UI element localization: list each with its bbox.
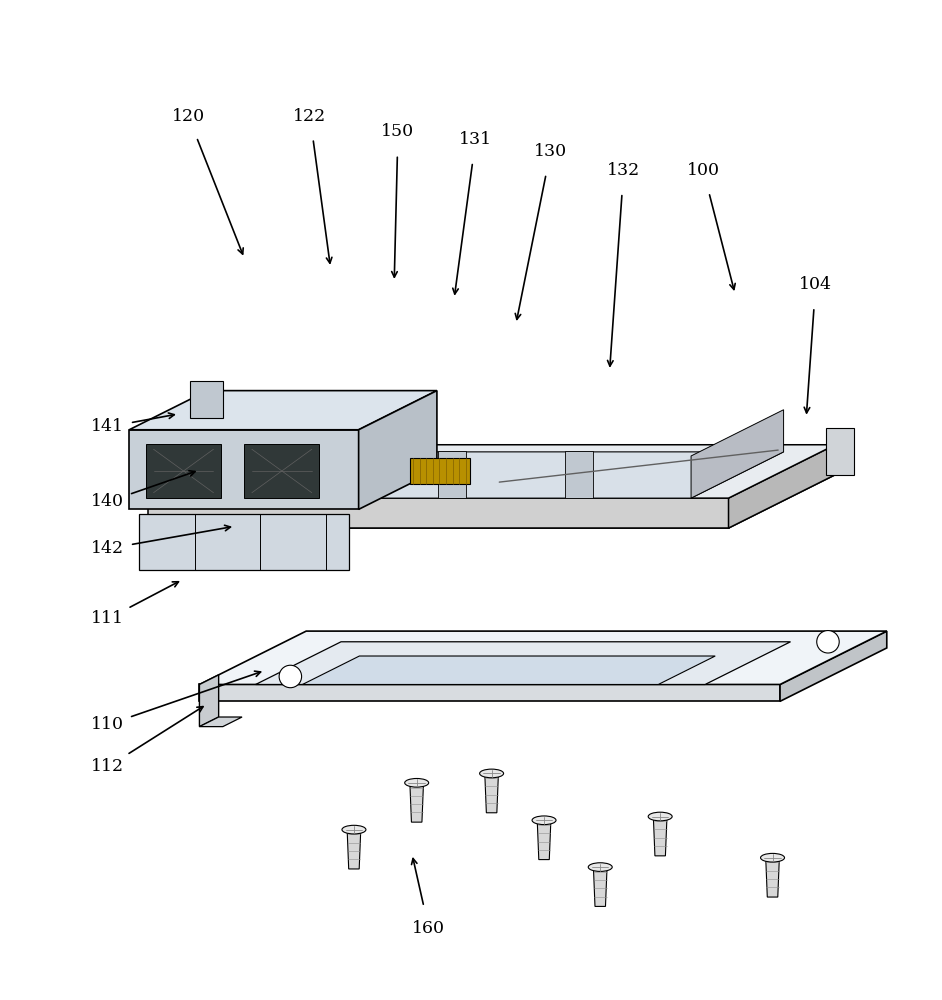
Ellipse shape [342, 825, 365, 834]
Text: 160: 160 [413, 920, 446, 937]
Text: 130: 130 [534, 143, 567, 160]
Polygon shape [200, 675, 219, 727]
Polygon shape [438, 451, 466, 498]
Polygon shape [146, 444, 221, 498]
Polygon shape [244, 444, 319, 498]
Polygon shape [186, 410, 278, 498]
Polygon shape [186, 452, 784, 498]
Polygon shape [200, 631, 886, 684]
Polygon shape [537, 822, 551, 860]
Text: 132: 132 [607, 162, 641, 179]
Circle shape [817, 631, 839, 653]
Polygon shape [302, 656, 715, 684]
Polygon shape [129, 391, 437, 430]
Text: 131: 131 [459, 131, 493, 148]
Text: 100: 100 [687, 162, 720, 179]
Text: 140: 140 [91, 493, 124, 510]
Polygon shape [129, 430, 359, 509]
Polygon shape [826, 428, 854, 475]
Ellipse shape [532, 816, 556, 825]
Polygon shape [255, 642, 790, 684]
Text: 141: 141 [91, 418, 124, 435]
Text: 104: 104 [799, 276, 832, 293]
Ellipse shape [588, 863, 612, 871]
Polygon shape [359, 391, 437, 509]
Text: 122: 122 [293, 108, 327, 125]
Polygon shape [138, 514, 349, 570]
Text: 120: 120 [171, 108, 204, 125]
Text: 111: 111 [91, 610, 124, 627]
Text: 112: 112 [91, 758, 124, 775]
Text: 150: 150 [382, 123, 414, 140]
Polygon shape [200, 684, 780, 701]
Polygon shape [728, 445, 836, 528]
Polygon shape [780, 631, 886, 701]
Text: 110: 110 [91, 716, 124, 733]
Polygon shape [312, 451, 340, 498]
Polygon shape [410, 458, 470, 484]
Polygon shape [654, 818, 667, 856]
Polygon shape [148, 498, 728, 528]
Polygon shape [410, 785, 423, 822]
Ellipse shape [760, 853, 785, 862]
Polygon shape [148, 445, 836, 498]
Polygon shape [200, 717, 242, 727]
Polygon shape [148, 475, 836, 528]
Ellipse shape [405, 778, 429, 787]
Polygon shape [766, 860, 779, 897]
Ellipse shape [479, 769, 504, 778]
Polygon shape [190, 381, 223, 418]
Polygon shape [348, 832, 361, 869]
Polygon shape [485, 775, 498, 813]
Polygon shape [564, 451, 593, 498]
Polygon shape [593, 869, 607, 906]
Polygon shape [691, 410, 784, 498]
Circle shape [279, 665, 301, 688]
Ellipse shape [648, 812, 673, 821]
Text: 142: 142 [91, 540, 124, 557]
